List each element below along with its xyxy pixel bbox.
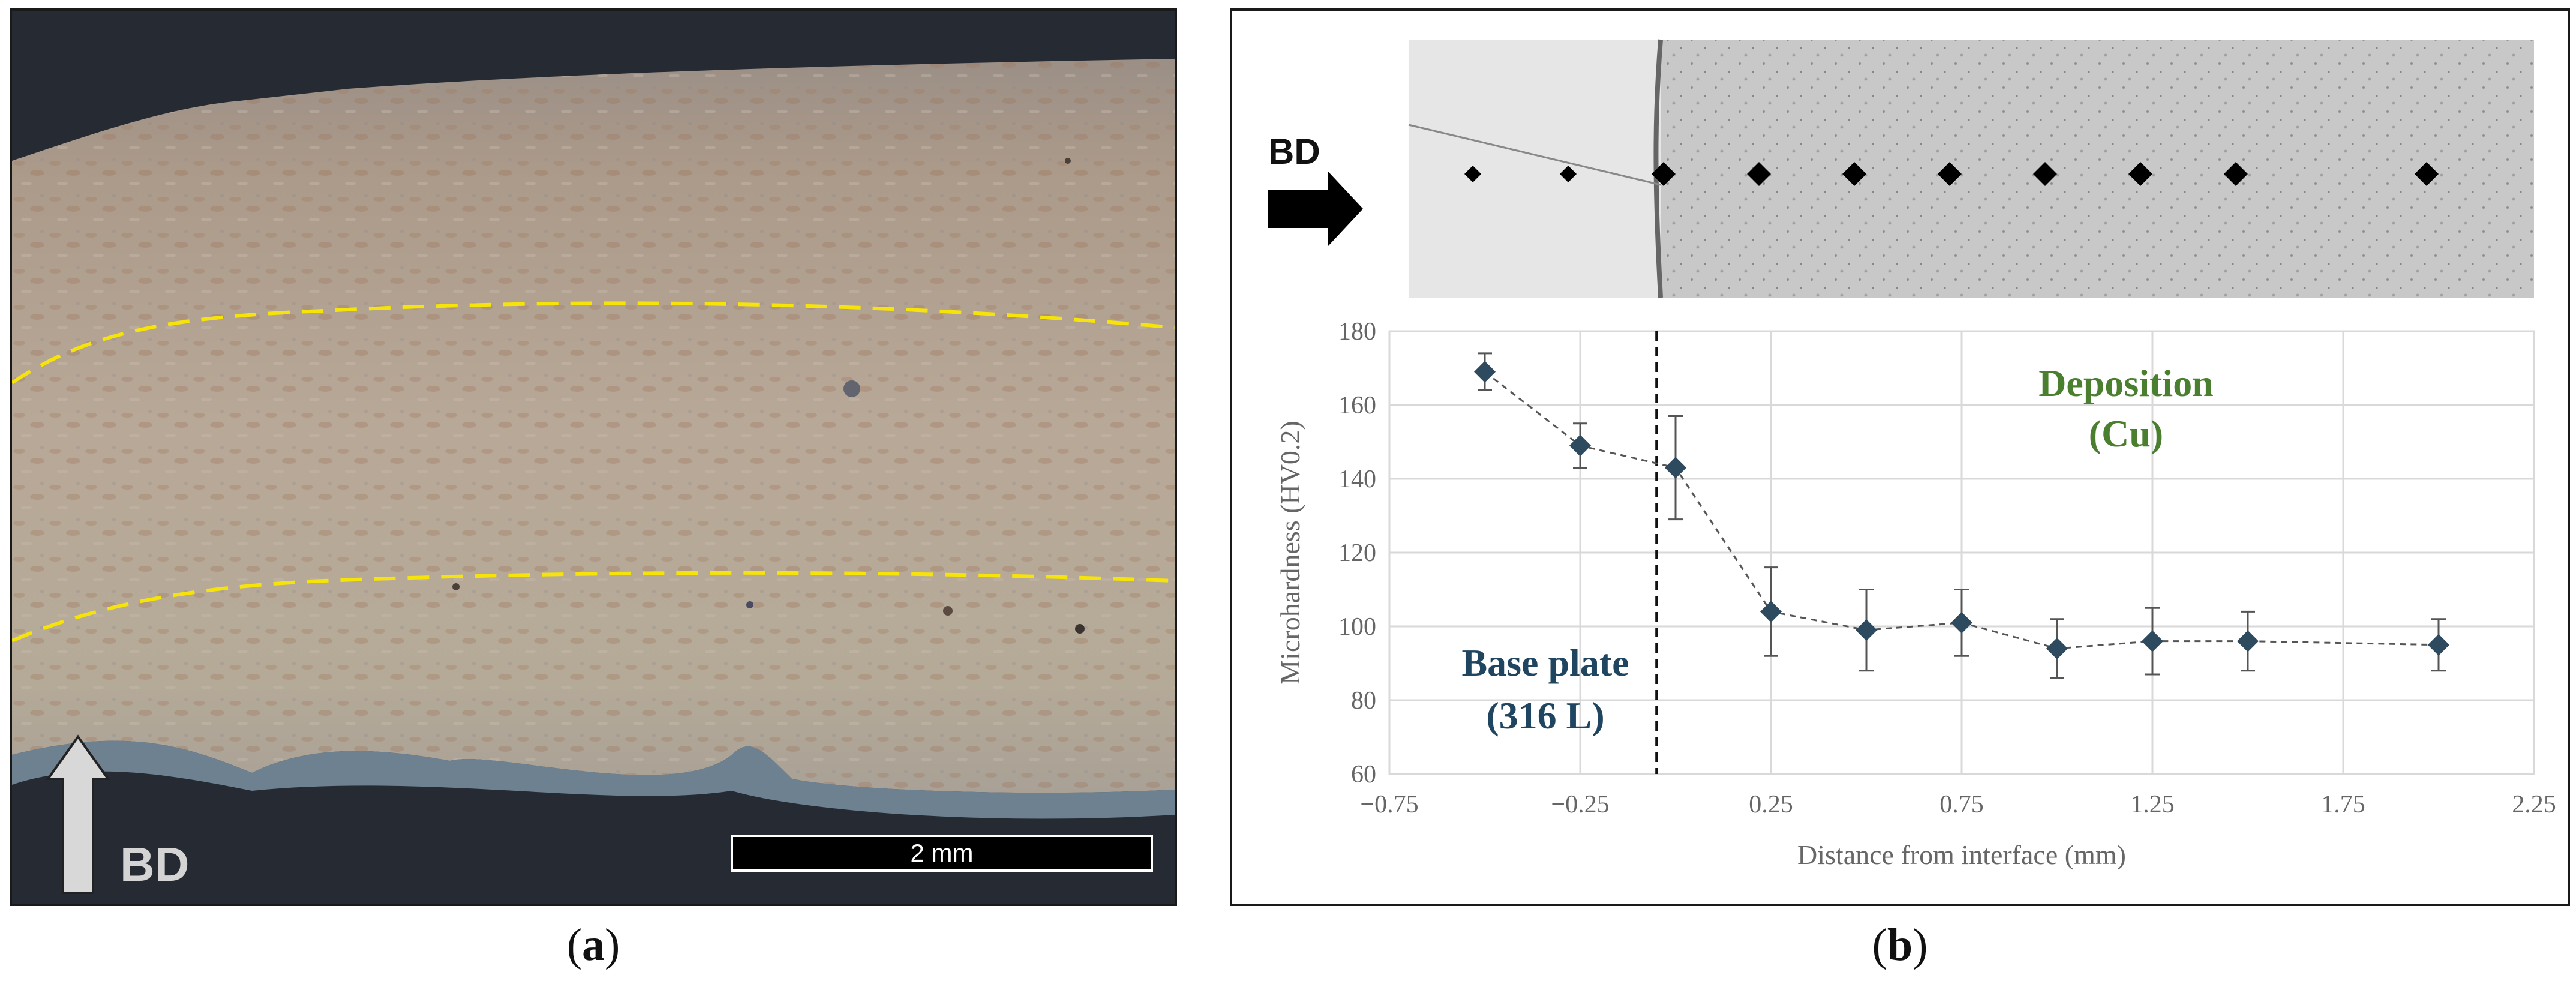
bd-label-a: BD (120, 838, 190, 891)
chart-panel-b: BD 60 80 100 120 140 160 180 −0.75 −0.25 0.25 0.75… (1230, 8, 2570, 906)
hardness-indents (1464, 162, 2439, 186)
scale-bar (731, 835, 1153, 872)
scale-bar-label: 2 mm (911, 839, 974, 867)
x-tick-label: 1.25 (2130, 791, 2175, 818)
data-point (2142, 630, 2163, 652)
data-point (2237, 630, 2259, 652)
indent-mark (1464, 166, 1481, 182)
data-point (2046, 637, 2068, 659)
y-tick-label: 80 (1351, 687, 1376, 715)
indent-mark (1938, 162, 1962, 186)
y-axis-label: Microhardness (HV0.2) (1275, 421, 1305, 684)
x-tick-label: 0.25 (1749, 791, 1793, 818)
indent-mark (2128, 162, 2152, 186)
lower-boundary-line (12, 571, 1175, 643)
caption-b: (b) (1872, 920, 1928, 970)
caption-a: (a) (566, 920, 620, 970)
y-tick-label: 60 (1351, 761, 1376, 788)
microhardness-chart: 60 80 100 120 140 160 180 −0.75 −0.25 0.25 0.75 1.2… (1275, 318, 2556, 870)
microhardness-figure: BD 60 80 100 120 140 160 180 −0.75 −0.25 0.25 0.75… (1268, 39, 2556, 870)
deposition-label: Deposition (2038, 362, 2214, 404)
x-tick-label: 1.75 (2321, 791, 2365, 818)
x-tick-label: −0.25 (1551, 791, 1609, 818)
build-direction-arrow-a (46, 734, 110, 894)
y-tick-label: 140 (1338, 466, 1376, 493)
indent-mark (1747, 162, 1771, 186)
micrograph-strip (1408, 39, 2534, 298)
base-plate-label: Base plate (1461, 641, 1629, 684)
x-tick-label: 0.75 (1939, 791, 1984, 818)
base-plate-sublabel: (316 L) (1486, 694, 1604, 737)
data-point (1856, 619, 1877, 641)
upper-boundary-line (12, 301, 1175, 385)
indent-mark (2415, 162, 2439, 186)
data-point (2428, 634, 2449, 656)
deposition-sublabel: (Cu) (2089, 412, 2163, 455)
cross-section-image: BD 2 mm (12, 11, 1175, 904)
micrograph-panel-a: BD 2 mm (10, 8, 1177, 906)
x-tick-label: −0.75 (1360, 791, 1418, 818)
data-point (1665, 457, 1686, 479)
build-direction-arrow-b (1268, 172, 1363, 246)
indent-mark (2224, 162, 2248, 186)
y-tick-label: 100 (1338, 613, 1376, 641)
indent-mark (1652, 162, 1676, 186)
data-point (1760, 601, 1782, 623)
y-tick-label: 180 (1338, 318, 1376, 346)
bd-label-b: BD (1268, 131, 1320, 172)
indent-mark (2033, 162, 2057, 186)
indent-mark (1560, 166, 1577, 182)
indent-mark (1842, 162, 1866, 186)
data-point (1951, 611, 1972, 634)
x-axis-label: Distance from interface (mm) (1797, 839, 2126, 870)
y-tick-label: 160 (1338, 392, 1376, 419)
data-point (1474, 361, 1496, 383)
series-line (1484, 371, 2439, 650)
data-point (1569, 434, 1591, 457)
y-tick-label: 120 (1338, 539, 1376, 567)
x-tick-label: 2.25 (2512, 791, 2556, 818)
